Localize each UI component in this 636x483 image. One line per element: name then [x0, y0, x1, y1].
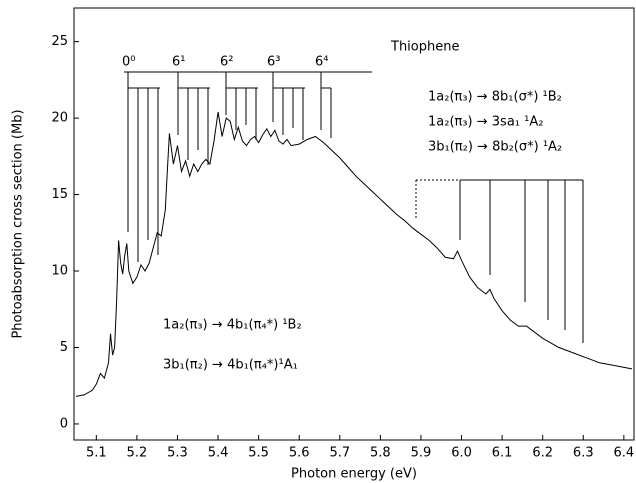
x-axis-label: Photon energy (eV) — [291, 467, 417, 482]
x-tick-label: 6.1 — [492, 446, 513, 461]
x-tick-label: 5.8 — [370, 446, 391, 461]
annotation: 3b₁(π₂) → 8b₂(σ*) ¹A₂ — [428, 140, 562, 155]
x-tick-label: 6.4 — [614, 446, 635, 461]
annotation: 3b₁(π₂) → 4b₁(π₄*)¹A₁ — [163, 358, 298, 373]
spectrum-line — [75, 111, 633, 397]
x-tick-label: 5.9 — [411, 446, 432, 461]
x-tick-label: 5.7 — [329, 446, 350, 461]
y-tick-label: 5 — [60, 340, 68, 355]
y-tick-label: 15 — [51, 187, 68, 202]
progression-comb — [124, 71, 584, 343]
x-tick-label: 5.5 — [248, 446, 269, 461]
y-tick-label: 0 — [60, 416, 68, 431]
x-tick-label: 5.1 — [86, 446, 107, 461]
x-tick-label: 6.2 — [532, 446, 553, 461]
plot-frame — [73, 7, 635, 441]
annotation: Thiophene — [390, 40, 459, 55]
y-tick-label: 10 — [51, 264, 68, 279]
y-axis-label: Photoabsorption cross section (Mb) — [11, 109, 26, 338]
annotation: 1a₂(π₃) → 3sa₁ ¹A₂ — [428, 115, 543, 130]
x-tick-label: 6.3 — [573, 446, 594, 461]
x-tick-label: 6.0 — [451, 446, 472, 461]
progression-label: 6³ — [267, 55, 280, 70]
annotation: 1a₂(π₃) → 4b₁(π₄*) ¹B₂ — [163, 318, 302, 333]
x-tick-label: 5.2 — [127, 446, 148, 461]
progression-label: 6² — [220, 55, 233, 70]
progression-label: 0⁰ — [122, 55, 135, 70]
x-tick-label: 5.3 — [167, 446, 188, 461]
x-tick-label: 5.4 — [208, 446, 229, 461]
x-tick-label: 5.6 — [289, 446, 310, 461]
progression-label: 6¹ — [172, 55, 185, 70]
y-tick-label: 25 — [51, 34, 68, 49]
annotation: 1a₂(π₃) → 8b₁(σ*) ¹B₂ — [428, 90, 562, 105]
progression-label: 6⁴ — [315, 55, 328, 70]
y-tick-label: 20 — [51, 111, 68, 126]
